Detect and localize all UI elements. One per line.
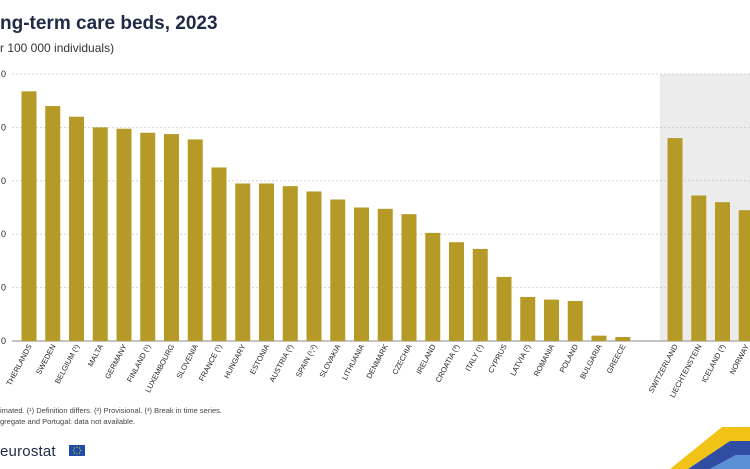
decorative-chevron-icon [670, 427, 750, 469]
y-tick-label: 0 [1, 122, 6, 132]
x-tick-label: LATVIA (²) [508, 342, 532, 377]
x-tick-label: FINLAND (¹) [125, 342, 153, 383]
bar [259, 183, 274, 341]
bar [667, 138, 683, 341]
bar [330, 199, 346, 341]
x-tick-label: DENMARK [364, 343, 390, 380]
bar [401, 214, 417, 341]
x-tick-label: LITHUANIA [340, 343, 366, 382]
bar [282, 186, 298, 341]
bar [354, 207, 369, 341]
y-tick-label: 0 [1, 283, 6, 293]
x-tick-label: NORWAY [728, 343, 750, 376]
bar [520, 296, 536, 341]
x-tick-label: HUNGARY [222, 343, 247, 380]
bar [496, 276, 512, 341]
bar [164, 134, 179, 341]
bar [187, 139, 203, 341]
bar [69, 116, 84, 341]
x-tick-label: BELGIUM (¹) [53, 342, 82, 385]
bar [691, 195, 707, 341]
bar [567, 300, 583, 341]
x-tick-label: ITALY (¹) [463, 342, 485, 372]
bar [92, 127, 108, 342]
bar [425, 232, 441, 341]
x-tick-label: SPAIN (¹;²) [294, 342, 319, 379]
bar [21, 91, 37, 341]
bar [306, 191, 322, 341]
eurostat-logo: eurostat [0, 443, 56, 460]
x-tick-label: GERMANY [103, 343, 129, 381]
y-tick-label: 0 [1, 69, 6, 79]
x-tick-label: BULGARIA [578, 343, 604, 381]
x-tick-label: POLAND [558, 342, 581, 374]
footnote-symbols: imated. (¹) Definition differs. (²) Prov… [0, 406, 223, 415]
x-tick-label: IRELAND [414, 342, 437, 375]
bar [615, 336, 631, 341]
x-tick-label: THERLANDS [4, 343, 33, 387]
x-tick-label: SLOVENIA [174, 343, 200, 380]
bar [116, 128, 132, 341]
bar [449, 242, 464, 341]
bar [472, 248, 488, 341]
bar [45, 106, 61, 341]
x-tick-label: CYPRUS [486, 343, 509, 375]
x-tick-label: GREECE [605, 343, 628, 375]
bar [591, 335, 607, 341]
x-tick-label: SLOVAKIA [317, 343, 342, 379]
bar [544, 299, 559, 341]
x-tick-label: FRANCE (¹) [197, 342, 224, 382]
chart-subtitle: r 100 000 individuals) [0, 41, 115, 55]
bar [738, 210, 750, 341]
bar [377, 208, 393, 341]
eu-flag-icon [69, 445, 85, 456]
footnote-missing-data: gregate and Portugal: data not available… [0, 417, 136, 426]
bar [715, 202, 730, 341]
bar [235, 183, 251, 341]
y-tick-label: 0 [1, 176, 6, 186]
y-tick-label: 0 [1, 336, 6, 346]
x-tick-label: CZECHIA [390, 343, 413, 376]
x-tick-label: ICELAND (³) [700, 342, 728, 384]
x-tick-label: AUSTRIA (²) [268, 342, 296, 383]
bar [140, 132, 156, 341]
x-tick-label: ROMANIA [532, 343, 556, 378]
x-tick-label: CROATIA (³) [434, 342, 462, 384]
y-tick-label: 0 [1, 229, 6, 239]
x-tick-label: SWEDEN [34, 343, 57, 376]
x-tick-label: MALTA [86, 343, 105, 368]
x-tick-label: ESTONIA [248, 343, 271, 376]
chart-title: ng-term care beds, 2023 [0, 13, 218, 34]
bar [211, 167, 227, 341]
